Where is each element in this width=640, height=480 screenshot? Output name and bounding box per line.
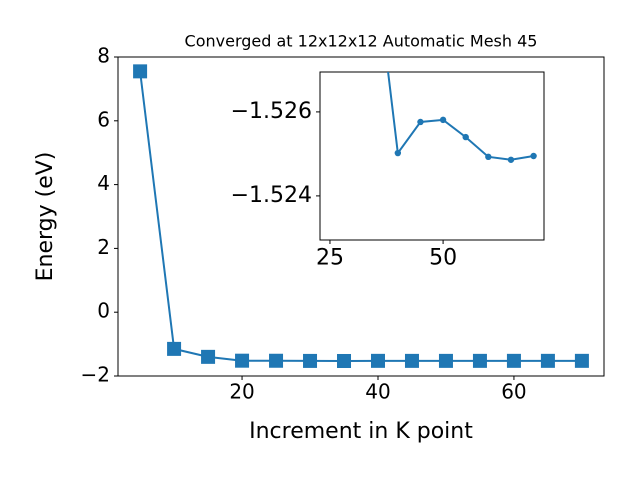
y-tick-label: −1.524 <box>231 183 312 208</box>
x-tick-label: 40 <box>365 380 390 404</box>
marker <box>303 353 318 368</box>
y-tick-label: 6 <box>97 107 110 131</box>
y-tick-label: 4 <box>97 171 110 195</box>
marker <box>417 118 424 126</box>
y-tick-label: 0 <box>97 299 110 323</box>
marker <box>485 153 492 161</box>
marker <box>201 349 216 364</box>
marker <box>133 64 148 79</box>
marker <box>370 353 385 368</box>
x-tick-label: 25 <box>316 245 344 270</box>
marker <box>438 353 453 368</box>
x-axis-label: Increment in K point <box>249 419 473 444</box>
x-tick-label: 50 <box>429 245 457 270</box>
marker <box>337 353 352 368</box>
y-tick-label: 8 <box>97 44 110 68</box>
marker <box>404 353 419 368</box>
plot-group <box>133 64 589 368</box>
marker <box>540 353 555 368</box>
y-tick-label: 2 <box>97 235 110 259</box>
plot-group <box>387 72 537 163</box>
chart-title: Converged at 12x12x12 Automatic Mesh 45 <box>185 32 538 51</box>
marker <box>506 353 521 368</box>
marker <box>472 353 487 368</box>
y-axis-label: Energy (eV) <box>33 152 58 282</box>
marker <box>462 133 469 141</box>
marker <box>167 341 182 356</box>
marker <box>439 116 447 124</box>
marker <box>530 152 537 160</box>
marker <box>235 353 250 368</box>
series-line <box>387 72 534 161</box>
marker <box>574 353 589 368</box>
marker <box>269 353 284 368</box>
marker <box>394 149 402 157</box>
x-tick-label: 20 <box>229 380 254 404</box>
y-tick-label: −2 <box>81 363 110 387</box>
x-tick-label: 60 <box>501 380 526 404</box>
marker <box>507 156 515 163</box>
y-tick-label: −1.526 <box>231 99 312 124</box>
plot-area <box>319 71 545 241</box>
